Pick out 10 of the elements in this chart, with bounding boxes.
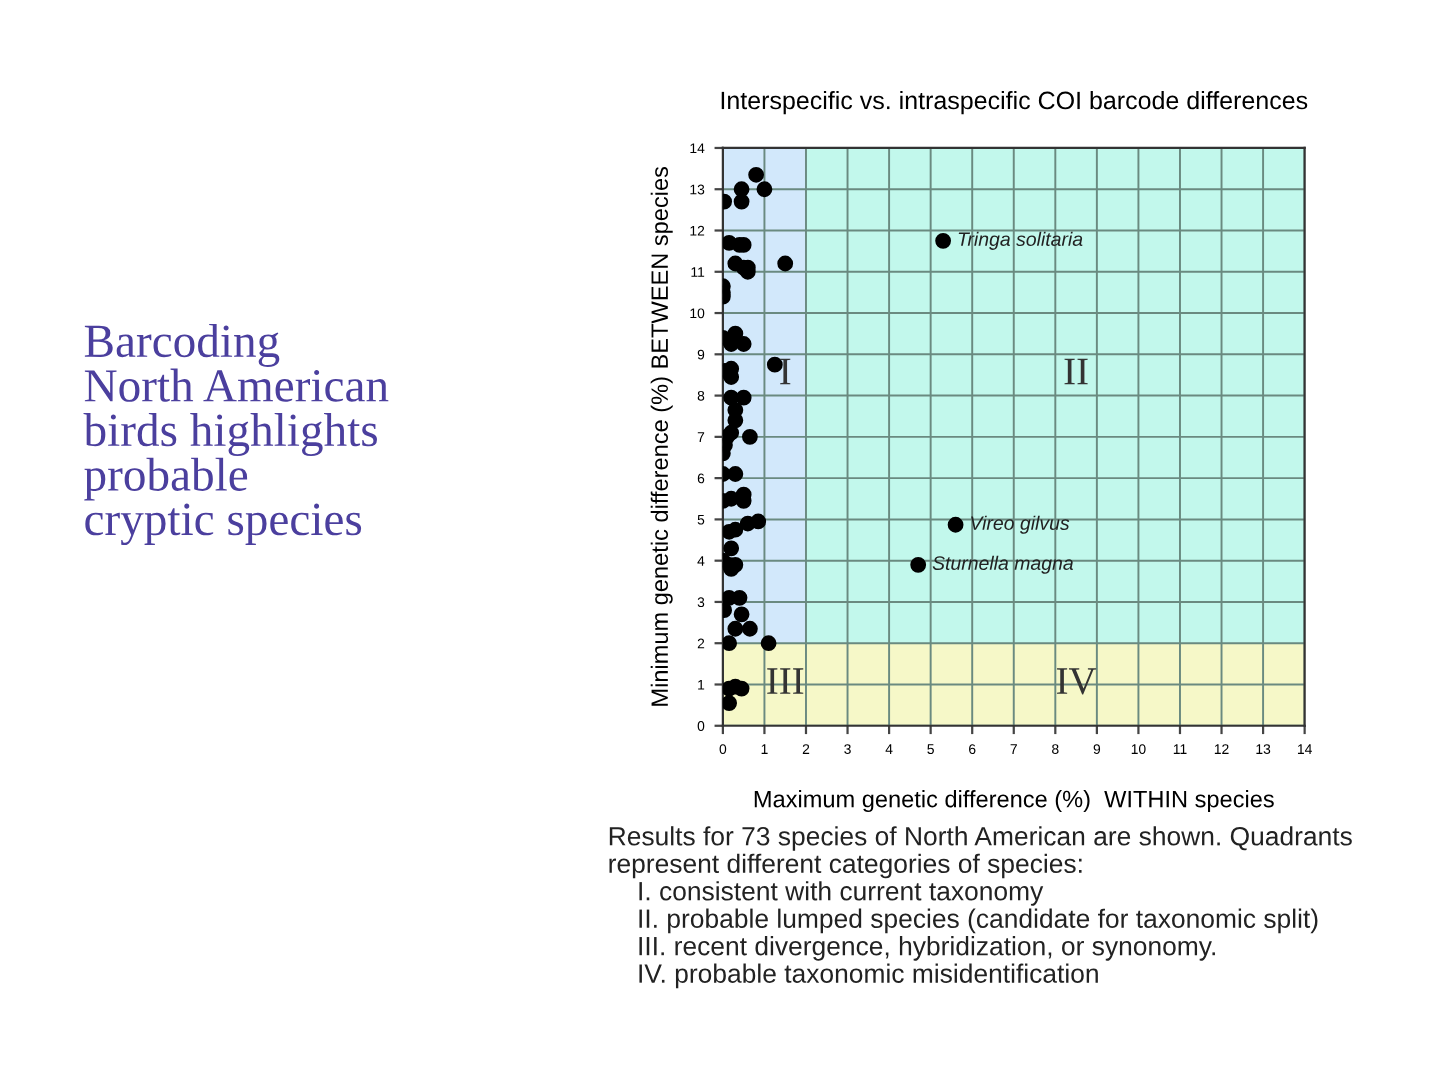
- annotation: I: [780, 358, 791, 385]
- annotation: Tringa solitaria: [958, 231, 1083, 250]
- y-axis-title: Minimum genetic difference (%) BETWEEN species: [650, 166, 673, 706]
- x-axis-title: Maximum genetic difference (%) WITHIN species: [754, 790, 1274, 813]
- chart-title: Interspecific vs. intraspecific COI barcode differences: [721, 90, 1308, 115]
- annotation: II: [1064, 358, 1088, 385]
- annotation: Sturnella magna: [932, 555, 1074, 574]
- text: Results for 73 species of North American are shown. Quadrants represent different categories of species: I. consistent with current taxonomy II. probable lumped species (candidate for taxonomic split) III. recent divergence, hybridization, or synonomy. IV. probable taxonomic misidentification: [609, 826, 1352, 989]
- annotation: Vireo gilvus: [971, 515, 1070, 534]
- text: Barcoding North American birds highlights probable cryptic species: [83, 324, 389, 546]
